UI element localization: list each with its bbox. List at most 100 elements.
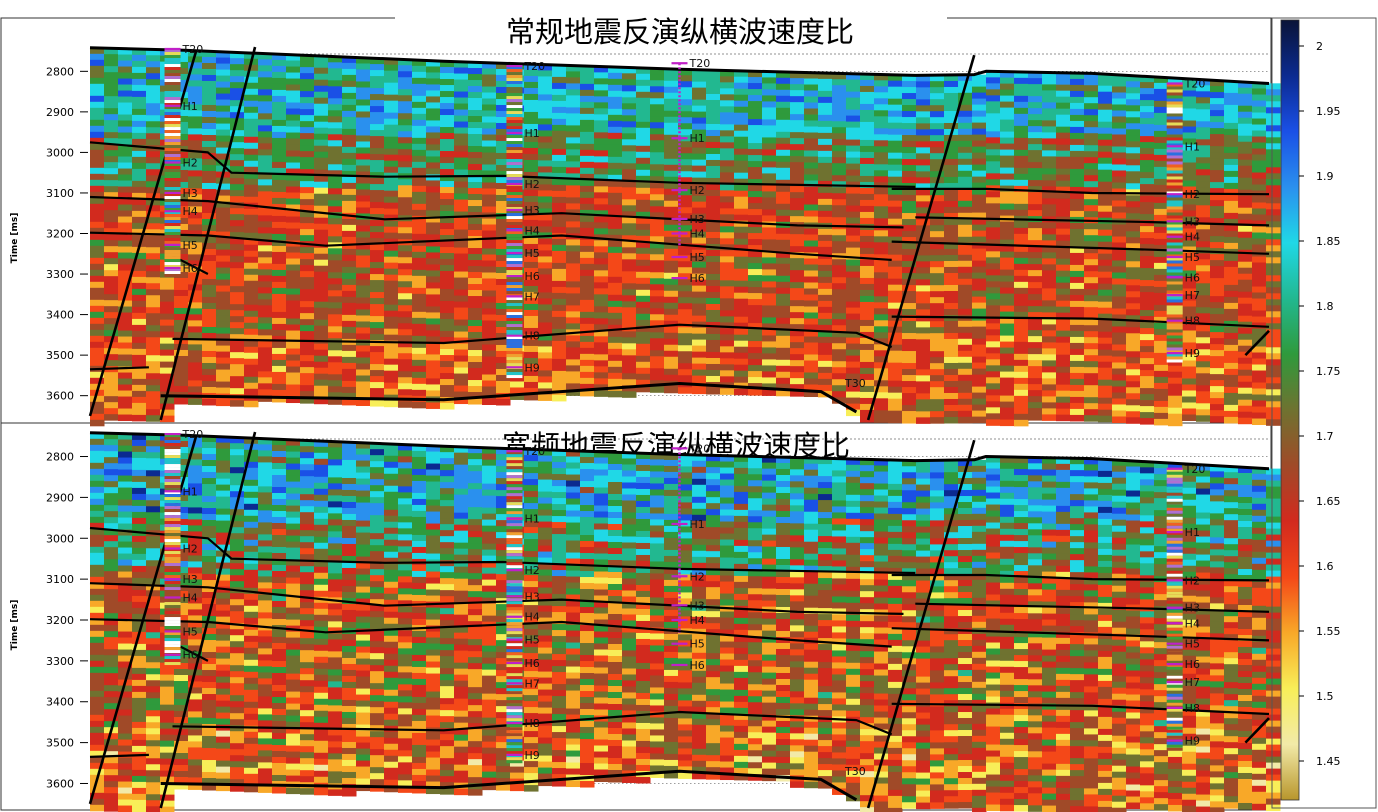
section-cell	[496, 320, 511, 328]
section-cell	[398, 257, 413, 264]
section-cell	[412, 317, 427, 325]
section-cell	[846, 397, 861, 405]
section-cell	[482, 116, 497, 124]
section-cell	[300, 223, 315, 230]
section-cell	[1000, 161, 1015, 169]
section-cell	[244, 178, 259, 186]
section-cell	[776, 377, 791, 385]
section-cell	[328, 110, 343, 117]
section-cell	[440, 133, 455, 140]
section-cell	[216, 225, 231, 233]
section-cell	[1098, 163, 1113, 171]
section-cell	[580, 263, 595, 271]
section-cell	[608, 234, 623, 242]
section-cell	[1126, 75, 1141, 82]
section-cell	[328, 272, 343, 279]
section-cell	[622, 127, 637, 134]
section-cell	[342, 194, 357, 202]
section-cell	[972, 416, 987, 424]
section-cell	[608, 162, 623, 170]
section-cell	[1056, 204, 1071, 212]
section-cell	[328, 80, 343, 87]
section-cell	[1014, 383, 1029, 391]
section-cell	[216, 243, 231, 251]
section-cell	[748, 167, 763, 174]
section-cell	[650, 80, 665, 87]
section-cell	[1210, 200, 1225, 207]
section-cell	[398, 347, 413, 354]
section-cell	[930, 93, 945, 100]
section-cell	[1028, 78, 1043, 85]
section-cell	[846, 151, 861, 159]
y-tick-label: 3400	[46, 309, 74, 322]
section-cell	[1084, 85, 1099, 92]
section-cell	[244, 364, 259, 372]
section-cell	[776, 77, 791, 85]
section-cell	[874, 74, 889, 81]
section-cell	[90, 59, 105, 67]
section-cell	[468, 296, 483, 303]
section-cell	[1084, 415, 1099, 422]
section-cell	[482, 62, 497, 70]
section-cell	[874, 260, 889, 267]
section-cell	[1210, 110, 1225, 117]
section-cell	[566, 311, 581, 318]
section-cell	[104, 360, 119, 367]
section-cell	[482, 296, 497, 304]
section-cell	[1238, 153, 1253, 161]
section-cell	[580, 209, 595, 217]
section-cell	[1098, 145, 1113, 153]
section-cell	[342, 332, 357, 340]
section-cell	[1056, 294, 1071, 302]
section-cell	[1238, 231, 1253, 239]
section-cell	[1056, 366, 1071, 374]
section-cell	[482, 146, 497, 154]
section-cell	[440, 85, 455, 92]
section-cell	[1056, 384, 1071, 392]
section-cell	[748, 125, 763, 132]
section-cell	[706, 279, 721, 287]
section-cell	[482, 68, 497, 76]
section-cell	[230, 328, 245, 335]
section-cell	[790, 312, 805, 319]
section-cell	[580, 179, 595, 187]
section-cell	[146, 103, 161, 110]
section-cell	[734, 280, 749, 288]
section-cell	[90, 287, 105, 295]
section-cell	[370, 136, 385, 143]
section-cell	[370, 118, 385, 125]
section-cell	[636, 73, 651, 81]
section-cell	[188, 314, 203, 321]
section-cell	[286, 348, 301, 356]
section-cell	[440, 361, 455, 368]
section-cell	[1224, 356, 1239, 364]
section-cell	[272, 113, 287, 121]
section-cell	[916, 123, 931, 130]
section-cell	[832, 337, 847, 344]
section-cell	[720, 82, 735, 89]
section-cell	[664, 368, 679, 376]
section-cell	[384, 370, 399, 378]
section-cell	[594, 144, 609, 151]
section-cell	[594, 216, 609, 223]
well-log-sample	[164, 67, 181, 71]
section-cell	[944, 122, 959, 130]
section-cell	[1014, 71, 1029, 79]
section-cell	[986, 281, 1001, 288]
section-cell	[608, 300, 623, 308]
section-cell	[930, 417, 945, 424]
section-cell	[566, 215, 581, 222]
section-cell	[790, 240, 805, 247]
section-cell	[580, 389, 595, 397]
section-cell	[132, 234, 147, 242]
section-cell	[1112, 152, 1127, 159]
section-cell	[538, 88, 553, 95]
section-cell	[496, 128, 511, 136]
section-cell	[384, 118, 399, 126]
section-cell	[468, 140, 483, 147]
section-cell	[944, 410, 959, 418]
section-cell	[1028, 258, 1043, 265]
section-cell	[398, 149, 413, 156]
section-cell	[146, 349, 161, 356]
section-cell	[216, 123, 231, 131]
